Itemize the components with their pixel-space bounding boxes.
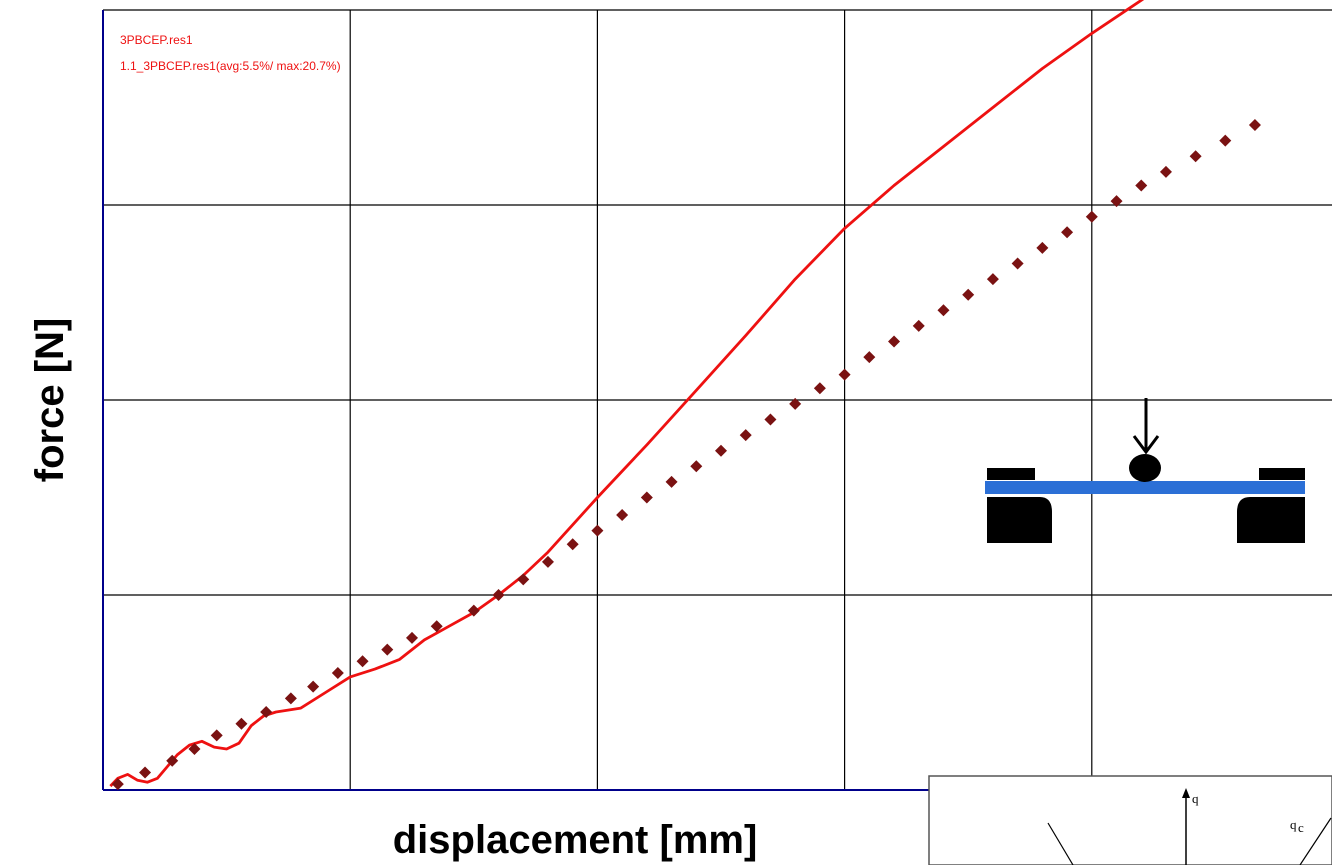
series-point-experiment [235, 717, 248, 730]
legend-entry-experiment: 1.1_3PBCEP.res1(avg:5.5%/ max:20.7%) [120, 59, 341, 73]
series-point-experiment [1085, 210, 1098, 223]
legend: 3PBCEP.res1 1.1_3PBCEP.res1(avg:5.5%/ ma… [120, 33, 341, 73]
series-point-experiment [139, 766, 152, 779]
series-point-experiment [356, 655, 369, 668]
series-point-experiment [764, 413, 777, 426]
inset-qc-label: q [1290, 817, 1297, 832]
series-point-experiment [591, 524, 604, 537]
series-layer [109, 0, 1261, 791]
series-point-experiment [715, 444, 727, 457]
inset-graph-frame [928, 775, 1332, 865]
series-point-experiment [188, 743, 201, 756]
series-point-experiment [1061, 226, 1074, 239]
series-point-experiment [430, 620, 443, 633]
series-point-experiment [616, 509, 629, 522]
series-point-experiment [492, 589, 505, 601]
series-point-experiment [1110, 195, 1123, 208]
series-point-experiment [1248, 119, 1261, 132]
series-point-experiment [640, 491, 653, 504]
series-point-experiment [813, 382, 826, 395]
series-point-experiment [284, 692, 297, 705]
series-point-experiment [406, 631, 418, 644]
series-point-experiment [888, 335, 901, 348]
loading-pin [1129, 454, 1161, 482]
inset-q-label: q [1192, 791, 1199, 806]
series-point-experiment [210, 729, 223, 742]
inset-right-curve [1299, 817, 1332, 865]
series-point-experiment [789, 397, 802, 410]
right-support [1237, 497, 1305, 543]
series-point-experiment [260, 706, 273, 718]
series-point-experiment [467, 604, 480, 617]
series-point-experiment [566, 538, 579, 551]
series-point-experiment [937, 304, 950, 317]
series-point-experiment [690, 460, 703, 473]
series-point-experiment [1159, 165, 1172, 178]
series-point-experiment [1135, 179, 1148, 192]
inset-q-axis-arrow-icon [1182, 788, 1190, 798]
right-upper-clamp [1259, 468, 1305, 480]
left-upper-clamp [987, 468, 1035, 480]
series-point-experiment [111, 778, 124, 791]
series-point-experiment [517, 573, 530, 586]
series-point-experiment [986, 273, 999, 286]
inset-qc-subscript: c [1298, 820, 1304, 835]
series-point-experiment [1189, 150, 1202, 163]
series-point-experiment [863, 351, 876, 364]
series-point-experiment [739, 429, 752, 442]
gridlines [103, 9, 1332, 790]
plot-area [102, 0, 1332, 791]
inset-graph: q q c [928, 775, 1332, 865]
series-point-experiment [331, 667, 344, 679]
series-point-experiment [1011, 257, 1024, 270]
series-point-experiment [838, 368, 851, 381]
series-point-experiment [381, 643, 394, 656]
series-point-experiment [665, 475, 678, 488]
series-line-simulation [109, 0, 1145, 788]
left-support [987, 497, 1052, 543]
x-axis-title: displacement [mm] [393, 818, 758, 862]
beam-specimen [985, 481, 1305, 494]
inset-left-curve [1047, 822, 1074, 865]
series-point-experiment [912, 319, 925, 332]
load-arrow-icon [1132, 435, 1160, 455]
series-point-experiment [1219, 134, 1232, 147]
series-point-experiment [541, 555, 554, 568]
series-point-experiment [1036, 241, 1049, 254]
three-point-bending-diagram [985, 398, 1305, 543]
series-point-experiment [307, 680, 320, 693]
series-point-experiment [962, 288, 975, 301]
legend-entry-simulation: 3PBCEP.res1 [120, 33, 193, 47]
series-point-experiment [166, 754, 179, 767]
y-axis-title: force [N] [28, 318, 72, 482]
